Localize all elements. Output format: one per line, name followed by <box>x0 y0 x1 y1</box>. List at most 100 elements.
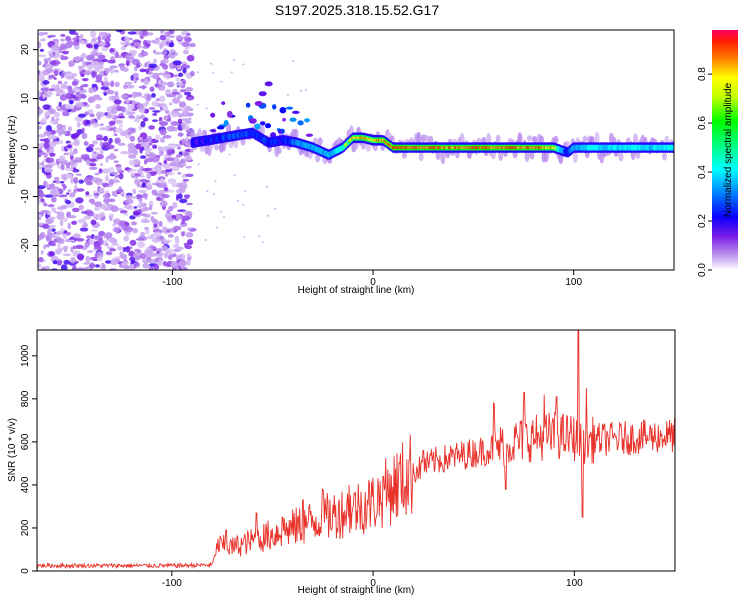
noise-blob <box>185 39 192 43</box>
track-halo <box>572 150 578 164</box>
noise-blob <box>124 36 130 42</box>
noise-blob <box>177 132 184 137</box>
noise-blob <box>43 167 53 173</box>
noise-blob <box>182 79 186 86</box>
noise-blob <box>156 182 166 189</box>
noise-blob <box>48 92 53 96</box>
noise-blob <box>169 49 176 54</box>
noise-blob <box>106 144 115 150</box>
noise-blob <box>92 87 97 93</box>
signal-blob <box>254 123 261 130</box>
noise-blob <box>178 259 187 267</box>
noise-blob <box>100 86 109 91</box>
noise-blob <box>150 211 158 215</box>
noise-blob <box>149 86 155 92</box>
noise-blob <box>50 235 58 239</box>
noise-blob <box>172 143 176 150</box>
noise-blob <box>93 244 99 250</box>
noise-blob <box>175 82 184 87</box>
noise-blob <box>94 97 103 100</box>
noise-blob <box>242 63 245 66</box>
noise-blob <box>79 227 89 232</box>
noise-blob <box>151 245 157 249</box>
noise-blob <box>174 255 182 258</box>
noise-blob <box>174 108 183 111</box>
noise-blob <box>145 229 150 235</box>
snr-x-tick-label: 0 <box>370 578 376 589</box>
noise-blob <box>47 204 55 208</box>
noise-blob <box>116 106 123 112</box>
noise-blob <box>179 221 188 227</box>
noise-blob <box>129 135 136 142</box>
noise-blob <box>52 260 58 265</box>
noise-blob <box>184 91 192 96</box>
noise-blob <box>113 218 120 225</box>
noise-blob <box>153 58 157 64</box>
noise-blob <box>60 83 67 89</box>
noise-blob <box>113 69 119 73</box>
noise-blob <box>83 70 92 76</box>
noise-blob <box>87 61 92 65</box>
noise-blob <box>68 239 75 242</box>
noise-blob <box>48 143 56 147</box>
noise-blob <box>161 104 168 112</box>
noise-blob <box>139 136 143 141</box>
noise-blob <box>171 111 176 118</box>
noise-blob <box>105 260 113 264</box>
noise-blob <box>51 242 57 247</box>
noise-blob <box>122 67 129 72</box>
noise-blob <box>188 107 194 112</box>
noise-blob <box>108 137 113 144</box>
noise-blob <box>98 230 106 237</box>
track-core <box>671 144 674 151</box>
noise-blob <box>151 100 158 107</box>
noise-blob <box>151 237 161 243</box>
noise-blob <box>59 181 65 184</box>
noise-blob <box>109 48 115 54</box>
noise-blob <box>126 127 136 134</box>
noise-blob <box>52 139 57 142</box>
track-halo <box>389 135 395 142</box>
noise-blob <box>140 120 146 128</box>
noise-blob <box>64 104 74 110</box>
snr-x-tick-label: -100 <box>162 578 182 589</box>
noise-blob <box>172 64 178 68</box>
noise-blob <box>110 80 115 88</box>
noise-blob <box>152 113 157 116</box>
noise-blob <box>48 227 52 230</box>
signal-blob <box>259 121 266 126</box>
noise-blob <box>132 58 140 66</box>
noise-blob <box>77 157 83 164</box>
noise-blob <box>142 193 148 199</box>
noise-blob <box>80 53 86 60</box>
noise-blob <box>105 242 109 247</box>
noise-blob <box>236 199 240 202</box>
noise-blob <box>67 72 73 77</box>
noise-blob <box>138 197 143 203</box>
noise-blob <box>69 192 76 198</box>
noise-blob <box>121 224 129 231</box>
noise-blob <box>183 242 189 246</box>
noise-blob <box>76 253 85 261</box>
noise-blob <box>57 158 66 162</box>
noise-blob <box>98 187 105 193</box>
snr-y-tick-label: 1000 <box>20 344 31 367</box>
noise-blob <box>130 172 135 176</box>
noise-blob <box>159 128 167 136</box>
noise-blob <box>96 256 104 261</box>
noise-blob <box>107 90 115 95</box>
noise-blob <box>119 251 124 257</box>
noise-blob <box>38 125 42 130</box>
noise-blob <box>176 184 184 188</box>
noise-blob <box>182 178 190 182</box>
noise-blob <box>71 81 79 86</box>
noise-blob <box>144 158 154 163</box>
noise-blob <box>66 75 75 80</box>
noise-blob <box>117 245 124 251</box>
noise-blob <box>39 119 47 126</box>
noise-blob <box>187 128 191 133</box>
noise-blob <box>83 40 88 45</box>
noise-blob <box>83 141 89 146</box>
noise-blob <box>38 91 41 98</box>
noise-blob <box>151 93 156 98</box>
